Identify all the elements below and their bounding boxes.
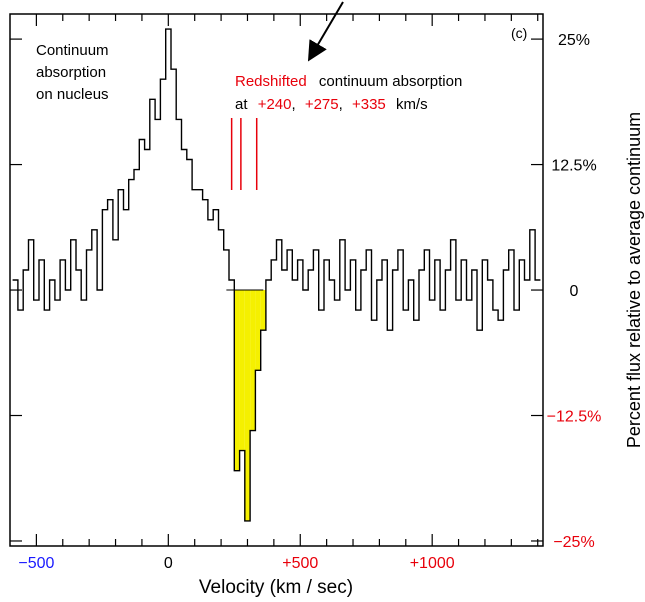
redshift-annotation: Redshifted continuum absorption at +240,… (235, 73, 462, 113)
absorption-fill-bin (250, 290, 255, 431)
x-axis-label: Velocity (km / sec) (199, 577, 353, 598)
redshift-word: Redshifted (235, 73, 307, 90)
absorption-fill-bin (234, 290, 239, 471)
units: km/s (396, 96, 428, 113)
y-tick-label: −12.5% (547, 409, 602, 426)
nucleus-annotation-line2: absorption (36, 64, 106, 81)
separator-2: , (339, 96, 343, 113)
nucleus-annotation-line3: on nucleus (36, 86, 109, 103)
x-tick-label: −500 (18, 555, 54, 572)
velocity-2: +275 (305, 96, 339, 113)
arrow-icon (310, 2, 343, 58)
redshift-annotation-line2: at +240, +275, +335 km/s (235, 96, 428, 113)
redshift-annotation-line1: Redshifted continuum absorption (235, 73, 462, 90)
panel-label: (c) (511, 25, 527, 41)
velocity-1: +240 (258, 96, 292, 113)
absorption-fill-bin (245, 290, 250, 521)
x-tick-label: +500 (282, 555, 318, 572)
absorption-fill-bin (240, 290, 245, 451)
y-tick-label: 25% (558, 32, 590, 49)
y-tick-label: −25% (553, 534, 594, 551)
at-word: at (235, 96, 248, 113)
separator-1: , (291, 96, 295, 113)
velocity-3: +335 (352, 96, 386, 113)
nucleus-annotation: Continuum absorption on nucleus (36, 42, 109, 103)
nucleus-annotation-line1: Continuum (36, 42, 109, 59)
redshift-rest: continuum absorption (319, 73, 462, 90)
x-tick-label: 0 (164, 555, 173, 572)
absorption-fill-bin (255, 290, 260, 370)
x-tick-label: +1000 (410, 555, 455, 572)
y-axis-label: Percent flux relative to average continu… (624, 112, 644, 448)
y-tick-label: 0 (570, 283, 579, 300)
absorption-fill-bin (261, 290, 266, 330)
y-tick-label: 12.5% (551, 158, 596, 175)
